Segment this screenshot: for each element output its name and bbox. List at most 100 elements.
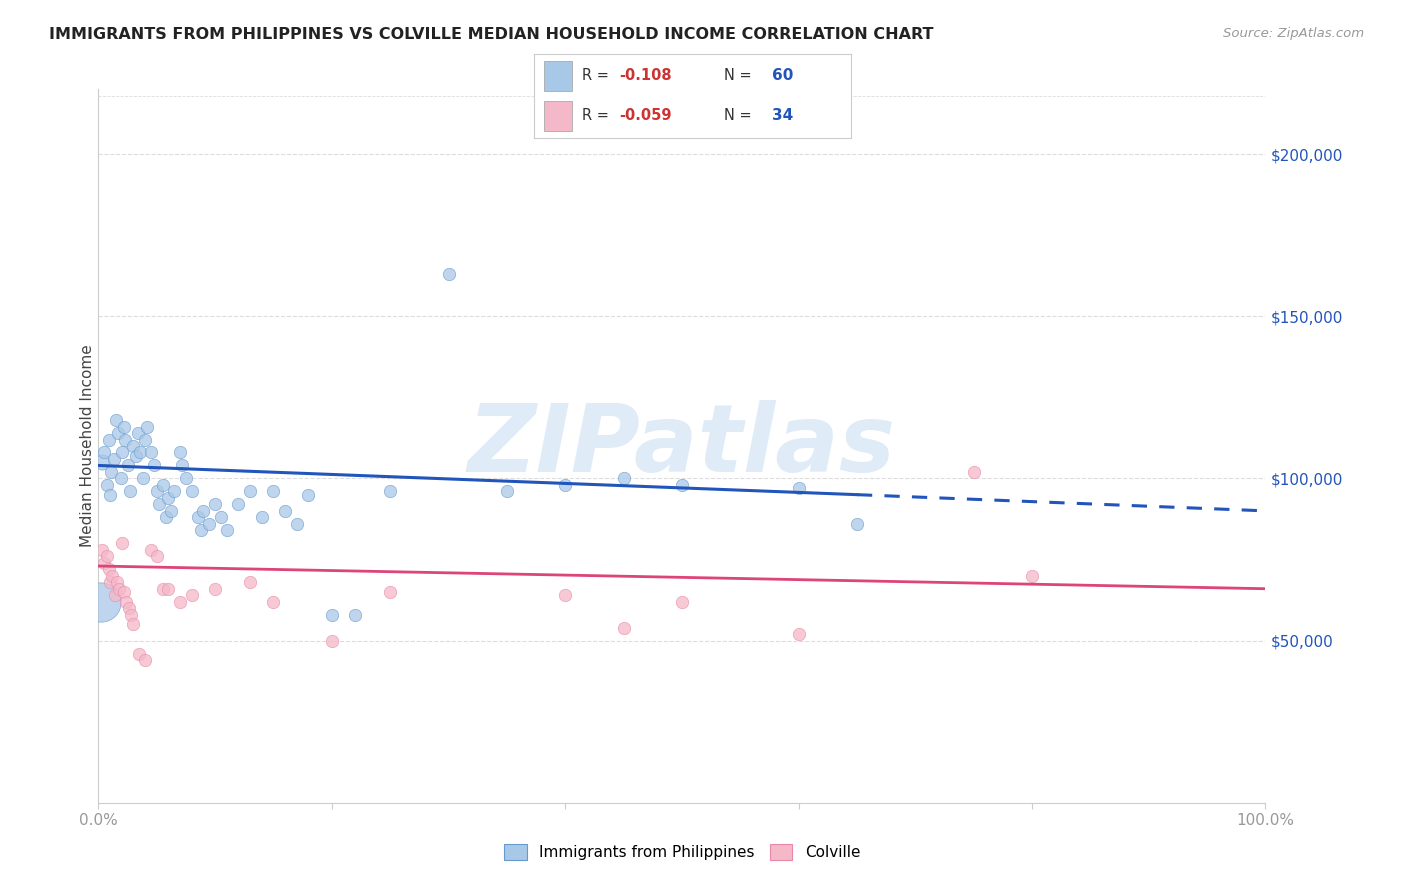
Point bbox=[139, 542, 162, 557]
Point bbox=[96, 549, 118, 564]
Point bbox=[962, 465, 984, 479]
Point bbox=[554, 588, 576, 602]
Point bbox=[97, 433, 120, 447]
Point bbox=[554, 478, 576, 492]
Point bbox=[96, 478, 118, 492]
Point bbox=[129, 445, 152, 459]
Point bbox=[437, 267, 460, 281]
Point bbox=[155, 510, 177, 524]
Point bbox=[285, 516, 308, 531]
Point bbox=[187, 510, 209, 524]
Point bbox=[169, 595, 191, 609]
Point bbox=[209, 510, 232, 524]
Point bbox=[274, 504, 297, 518]
Text: R =: R = bbox=[582, 108, 613, 123]
Point bbox=[193, 504, 215, 518]
Point bbox=[380, 585, 402, 599]
Point bbox=[250, 510, 273, 524]
Text: R =: R = bbox=[582, 69, 613, 84]
Point bbox=[101, 568, 124, 582]
Point bbox=[157, 582, 180, 596]
Point bbox=[262, 484, 284, 499]
Point bbox=[115, 595, 138, 609]
Point bbox=[344, 607, 367, 622]
Point bbox=[100, 465, 122, 479]
Text: -0.059: -0.059 bbox=[620, 108, 672, 123]
Y-axis label: Median Household Income: Median Household Income bbox=[80, 344, 94, 548]
Point bbox=[671, 478, 693, 492]
Text: 34: 34 bbox=[772, 108, 793, 123]
Point bbox=[612, 471, 634, 485]
Point bbox=[321, 607, 343, 622]
Point bbox=[98, 488, 121, 502]
Point bbox=[380, 484, 402, 499]
Point bbox=[120, 607, 142, 622]
Text: IMMIGRANTS FROM PHILIPPINES VS COLVILLE MEDIAN HOUSEHOLD INCOME CORRELATION CHAR: IMMIGRANTS FROM PHILIPPINES VS COLVILLE … bbox=[49, 27, 934, 42]
Point bbox=[122, 617, 145, 632]
Point bbox=[112, 419, 135, 434]
Text: N =: N = bbox=[724, 69, 756, 84]
Point bbox=[262, 595, 284, 609]
Point bbox=[93, 445, 115, 459]
Text: 60: 60 bbox=[772, 69, 793, 84]
Point bbox=[321, 633, 343, 648]
Point bbox=[297, 488, 319, 502]
Point bbox=[787, 627, 810, 641]
Point bbox=[104, 413, 127, 427]
Point bbox=[111, 536, 134, 550]
Point bbox=[159, 504, 181, 518]
Point bbox=[496, 484, 519, 499]
Point bbox=[157, 491, 180, 505]
Point bbox=[180, 484, 202, 499]
Text: -0.108: -0.108 bbox=[620, 69, 672, 84]
Point bbox=[198, 516, 221, 531]
Text: Source: ZipAtlas.com: Source: ZipAtlas.com bbox=[1223, 27, 1364, 40]
Point bbox=[180, 588, 202, 602]
Point bbox=[117, 458, 139, 473]
Point bbox=[118, 484, 141, 499]
Point bbox=[169, 445, 191, 459]
Point bbox=[174, 471, 197, 485]
Point bbox=[128, 647, 150, 661]
FancyBboxPatch shape bbox=[544, 101, 572, 130]
Legend: Immigrants from Philippines, Colville: Immigrants from Philippines, Colville bbox=[498, 838, 866, 866]
Point bbox=[97, 562, 120, 576]
Point bbox=[215, 524, 238, 538]
Point bbox=[90, 455, 112, 469]
Point bbox=[103, 452, 125, 467]
Point bbox=[93, 556, 115, 570]
Point bbox=[148, 497, 170, 511]
Point bbox=[146, 549, 169, 564]
Point bbox=[110, 471, 132, 485]
Point bbox=[172, 458, 194, 473]
Point bbox=[152, 582, 174, 596]
Point bbox=[204, 497, 226, 511]
Point bbox=[122, 439, 145, 453]
Point bbox=[90, 542, 112, 557]
Point bbox=[132, 471, 155, 485]
Point bbox=[105, 575, 128, 590]
Point bbox=[163, 484, 186, 499]
Point bbox=[1021, 568, 1043, 582]
Point bbox=[136, 419, 159, 434]
Point bbox=[787, 481, 810, 495]
Point bbox=[239, 484, 262, 499]
Point bbox=[114, 433, 136, 447]
Point bbox=[111, 445, 134, 459]
Point bbox=[118, 601, 141, 615]
Point bbox=[846, 516, 869, 531]
Point bbox=[107, 425, 129, 440]
Point bbox=[228, 497, 250, 511]
Text: ZIPatlas: ZIPatlas bbox=[468, 400, 896, 492]
Point bbox=[134, 433, 156, 447]
Point bbox=[125, 449, 148, 463]
Point bbox=[98, 575, 121, 590]
Point bbox=[671, 595, 693, 609]
Point bbox=[190, 524, 212, 538]
Point bbox=[239, 575, 262, 590]
Text: N =: N = bbox=[724, 108, 756, 123]
Point bbox=[104, 588, 127, 602]
FancyBboxPatch shape bbox=[544, 62, 572, 91]
Point bbox=[152, 478, 174, 492]
Point bbox=[134, 653, 156, 667]
